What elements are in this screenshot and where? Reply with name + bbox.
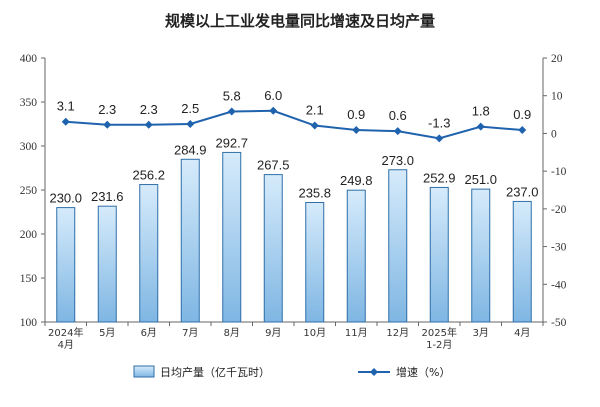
bar	[471, 188, 491, 323]
line-value-label: 2.1	[306, 103, 324, 118]
x-tick-label: 5月	[99, 327, 115, 339]
right-tick-label: -20	[551, 204, 567, 216]
right-tick-label: -30	[551, 242, 567, 254]
x-tick-label: 12月	[386, 327, 409, 339]
right-tick-label: 10	[551, 91, 563, 103]
growth-line	[65, 109, 523, 140]
x-tick-label: 9月	[265, 327, 281, 339]
bar-value-label: 292.7	[215, 135, 248, 150]
x-tick-label: 4月	[58, 339, 74, 351]
line-point	[352, 126, 361, 135]
bar	[180, 158, 200, 323]
x-tick-label: 4月	[514, 327, 530, 339]
left-tick-label: 100	[20, 317, 38, 329]
bar-value-label: 252.9	[423, 170, 456, 185]
line-value-label: 5.8	[223, 89, 241, 104]
x-tick-label: 6月	[141, 327, 157, 339]
line-point	[61, 117, 70, 126]
right-tick-label: 0	[551, 128, 557, 140]
line-value-label: 3.1	[57, 99, 75, 114]
bar	[97, 205, 117, 323]
legend-bar-label: 日均产量（亿千瓦时）	[160, 365, 270, 379]
line-value-label: -1.3	[428, 115, 450, 130]
line-series	[61, 106, 527, 143]
line-value-label: 0.9	[513, 107, 531, 122]
left-tick-label: 350	[20, 97, 38, 109]
bar	[512, 200, 532, 323]
bar	[222, 151, 242, 323]
legend: 日均产量（亿千瓦时） 增速（%）	[133, 365, 450, 379]
bar-value-label: 273.0	[381, 153, 414, 168]
bar	[56, 207, 76, 323]
bar-value-label: 267.5	[257, 158, 290, 173]
right-tick-label: -10	[551, 166, 567, 178]
bar-value-label: 249.8	[340, 173, 373, 188]
line-point	[186, 120, 195, 128]
line-value-label: 2.3	[98, 102, 116, 117]
bar-value-label: 284.9	[174, 142, 207, 157]
bar-value-label: 251.0	[464, 172, 497, 187]
line-value-label: 0.6	[389, 108, 407, 123]
bar-value-label: 256.2	[132, 168, 165, 183]
bar-series	[56, 151, 532, 323]
left-tick-label: 200	[20, 229, 38, 241]
right-tick-label: -40	[551, 279, 567, 291]
x-tick-label: 1-2月	[426, 339, 452, 351]
right-tick-label: -50	[551, 317, 567, 329]
right-tick-label: 20	[551, 53, 563, 65]
left-tick-label: 150	[20, 273, 38, 285]
bar	[346, 189, 366, 323]
line-point	[269, 106, 278, 115]
line-point	[476, 122, 485, 131]
x-tick-label: 10月	[303, 327, 326, 339]
axes: 100 150 200 250 300 350 400 -50 -40 -30 -20 -10 0 10 2…	[20, 53, 567, 351]
left-tick-label: 250	[20, 185, 38, 197]
bar	[388, 169, 408, 323]
line-point	[144, 120, 153, 129]
line-point	[310, 121, 319, 130]
line-value-label: 2.5	[181, 101, 199, 116]
bar-value-label: 231.6	[91, 189, 124, 204]
line-value-label: 6.0	[264, 88, 282, 103]
x-tick-label: 11月	[345, 327, 368, 339]
bar	[429, 186, 449, 323]
chart-title: 规模以上工业发电量同比增速及日均产量	[165, 12, 435, 30]
x-tick-label: 2025年	[422, 326, 457, 339]
line-value-label: 0.9	[347, 107, 365, 122]
bar-value-label: 235.8	[298, 185, 331, 200]
left-tick-label: 300	[20, 141, 38, 153]
line-point	[435, 134, 444, 143]
line-value-label: 2.3	[140, 102, 158, 117]
bar-value-label: 230.0	[49, 191, 82, 206]
bar	[305, 201, 325, 323]
bar	[263, 174, 283, 323]
line-point	[393, 127, 402, 136]
left-tick-label: 400	[20, 53, 38, 65]
line-point	[518, 126, 527, 135]
line-point	[227, 107, 236, 116]
x-tick-label: 2024年	[48, 326, 83, 339]
legend-bar-swatch	[133, 365, 155, 378]
legend-line-marker	[370, 368, 378, 376]
x-tick-label: 8月	[224, 327, 240, 339]
bar-value-label: 237.0	[506, 184, 539, 199]
bar	[139, 184, 159, 323]
legend-line-label: 增速（%）	[396, 365, 450, 379]
x-tick-label: 7月	[182, 327, 198, 339]
line-point	[103, 120, 112, 129]
x-tick-label: 3月	[473, 327, 489, 339]
data-labels: 230.0 231.6 256.2 284.9 292.7 267.5 235.8 249.8…	[49, 88, 538, 206]
line-value-label: 1.8	[472, 104, 490, 119]
